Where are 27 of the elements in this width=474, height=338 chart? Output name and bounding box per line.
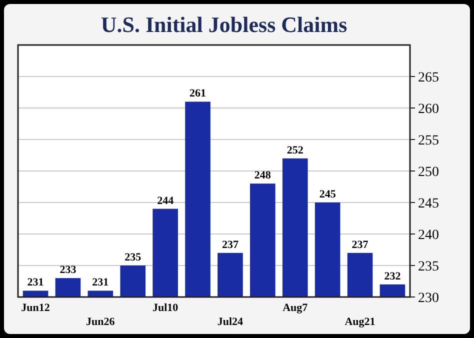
- data-label: 248: [254, 170, 272, 182]
- data-label: 231: [92, 276, 109, 289]
- data-label: 245: [319, 188, 336, 200]
- y-tick-label: 245: [418, 196, 439, 212]
- y-tick-label: 230: [418, 291, 439, 306]
- x-tick-label: Aug7: [282, 302, 308, 314]
- x-tick-label: Aug21: [344, 316, 376, 328]
- data-label: 233: [60, 264, 77, 276]
- x-tick-label: Jun12: [21, 302, 50, 314]
- data-label: 252: [286, 144, 304, 156]
- x-tick-label: Jun26: [86, 316, 116, 328]
- x-tick-label: Jul24: [217, 316, 244, 328]
- y-tick-label: 250: [418, 165, 439, 180]
- data-label: 244: [157, 194, 174, 207]
- data-label: 231: [27, 276, 44, 289]
- data-label: 235: [124, 252, 142, 264]
- data-label: 232: [384, 270, 402, 282]
- data-label: 261: [190, 88, 206, 100]
- y-tick-label: 265: [418, 70, 439, 86]
- y-tick-label: 235: [418, 260, 439, 274]
- y-tick-label: 255: [418, 134, 439, 148]
- y-tick-label: 260: [418, 102, 439, 117]
- chart-title: U.S. Initial Jobless Claims: [100, 12, 348, 37]
- y-tick-label: 240: [418, 228, 439, 243]
- x-tick-label: Jul10: [152, 302, 179, 314]
- data-label: 237: [222, 238, 239, 251]
- data-label: 237: [352, 238, 369, 251]
